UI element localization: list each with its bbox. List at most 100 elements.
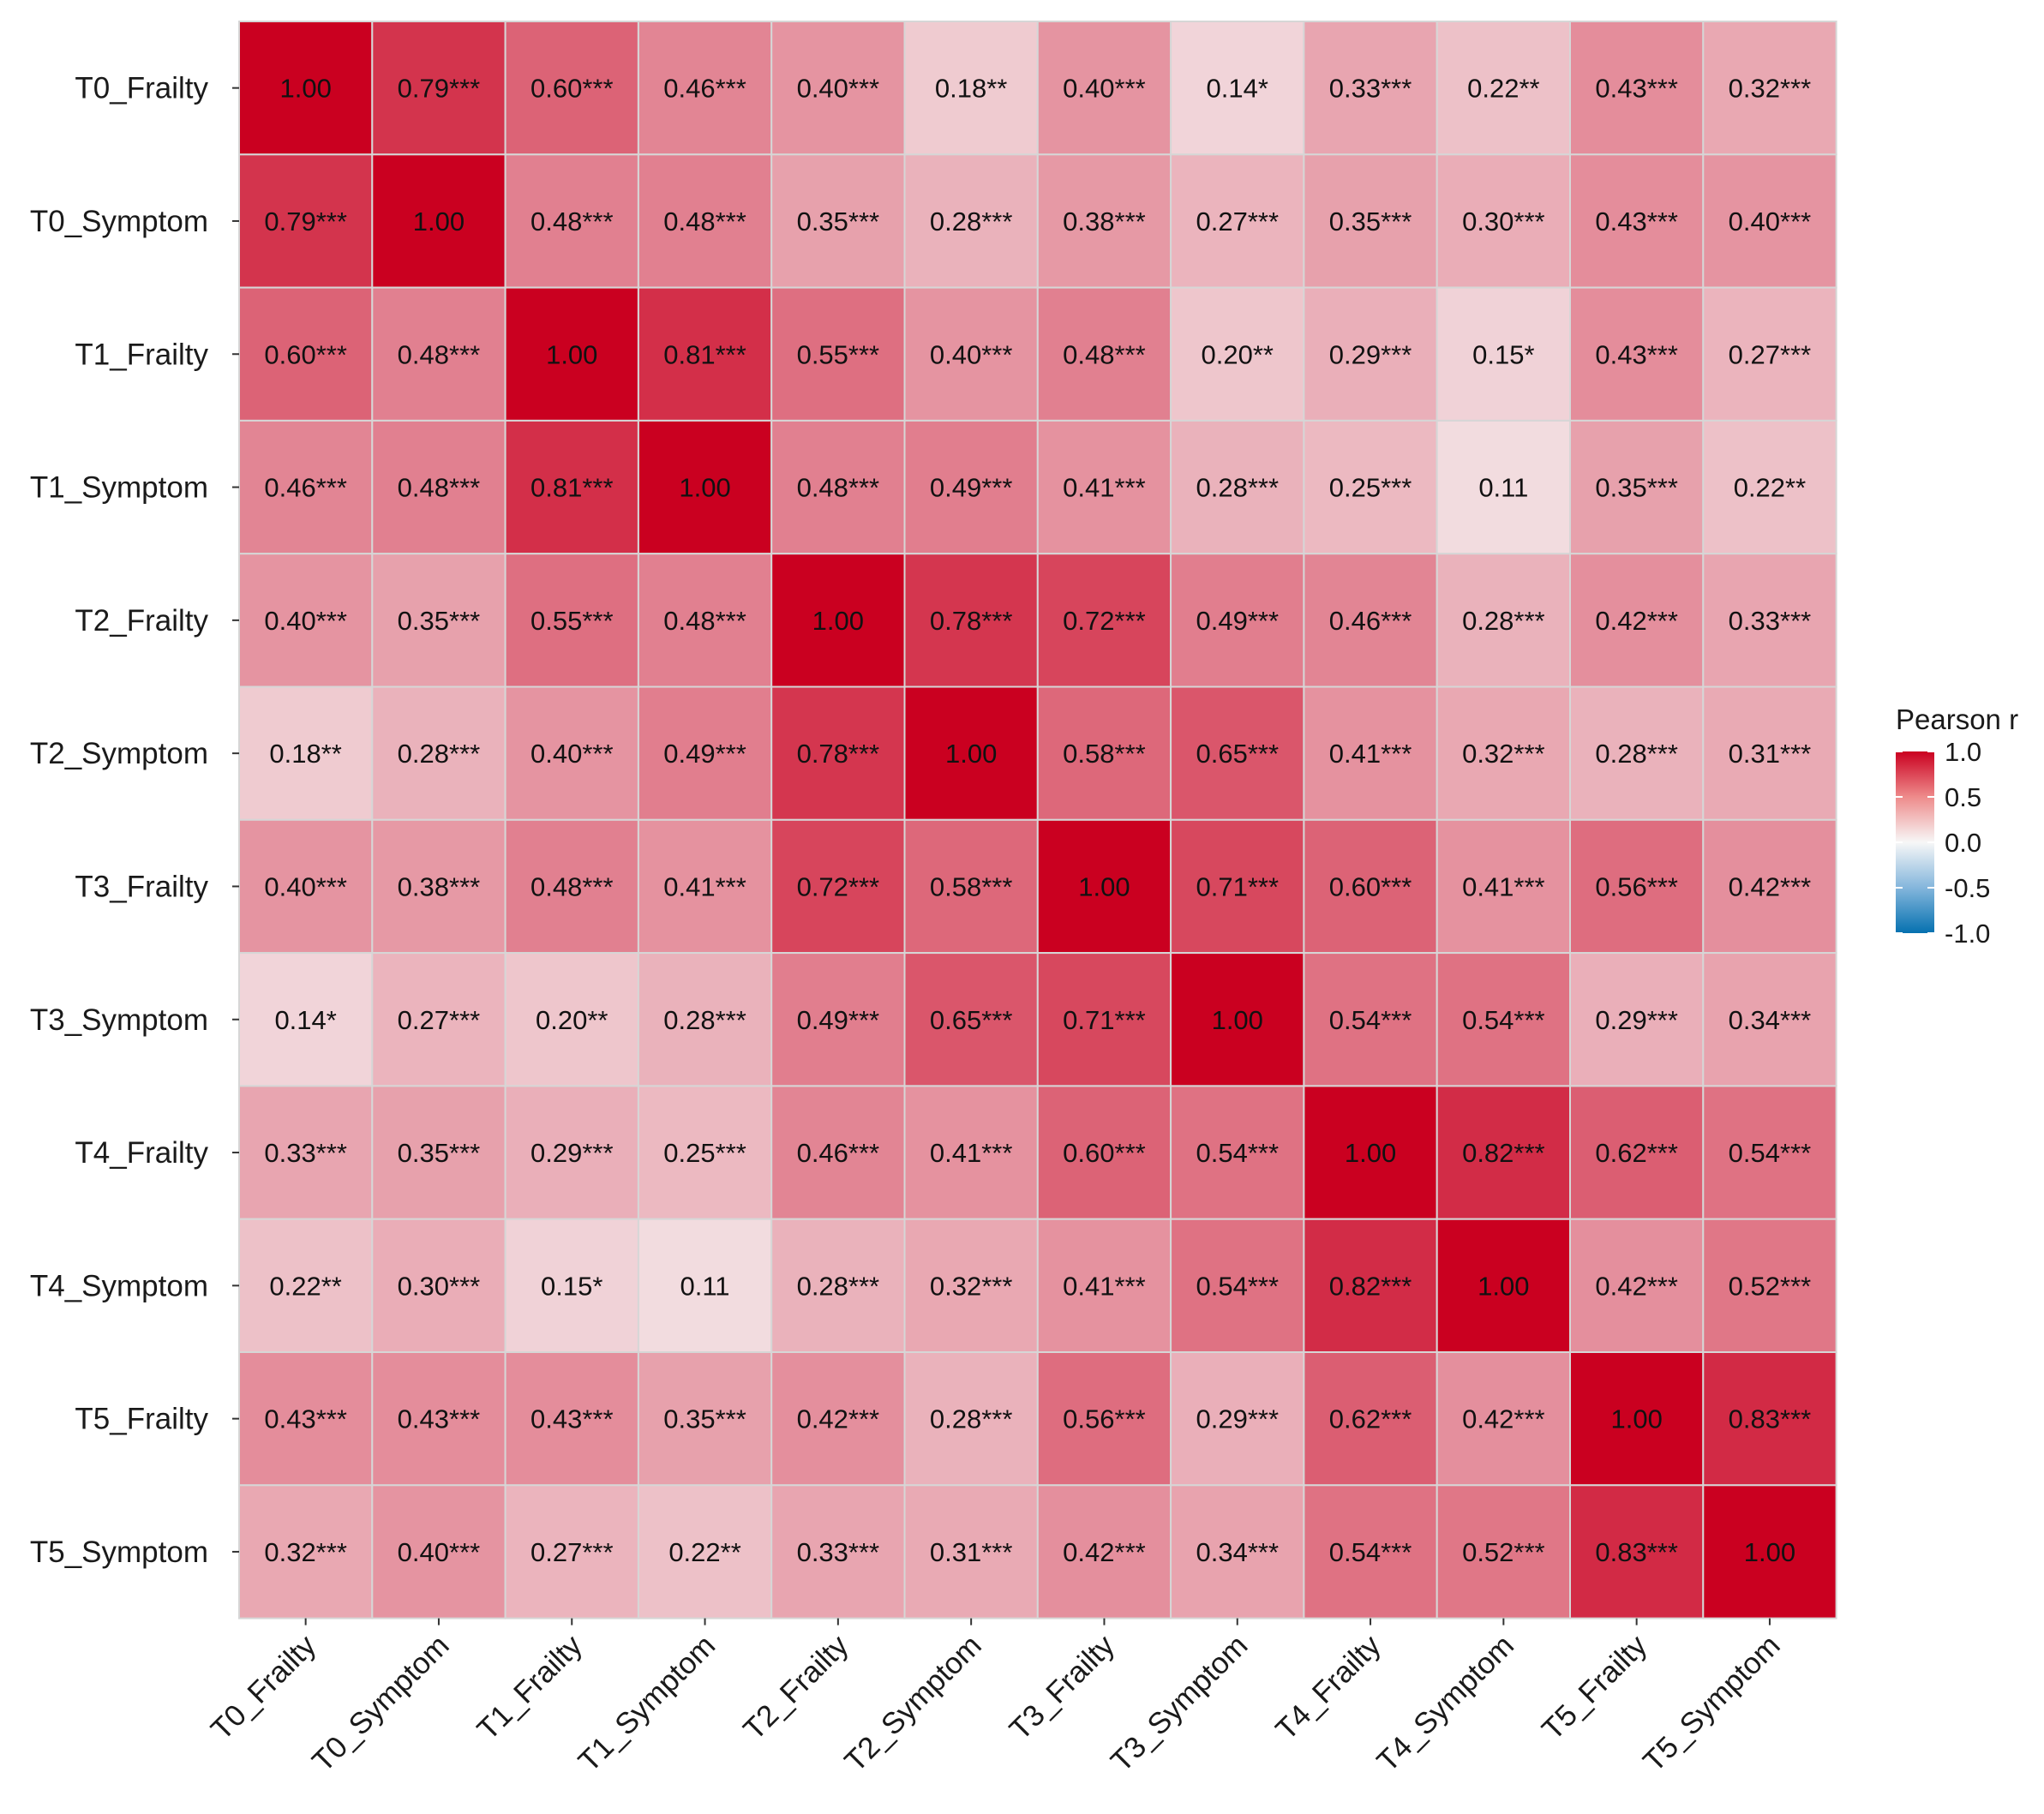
heatmap-cell	[1170, 1085, 1305, 1220]
cell-value-label: 1.00	[1478, 1271, 1529, 1301]
cell-value-label: 0.48***	[663, 606, 746, 636]
legend-tick-label: -0.5	[1945, 873, 1990, 903]
heatmap-cell	[504, 818, 639, 955]
cell-value-label: 0.56***	[1063, 1404, 1146, 1434]
x-tick-label: T4_Frailty	[1269, 1628, 1388, 1746]
heatmap-cell	[770, 1351, 906, 1487]
heatmap-cell	[1436, 419, 1571, 555]
cell-value-label: 0.41***	[663, 871, 746, 901]
x-tick-label: T2_Frailty	[737, 1628, 855, 1746]
heatmap-cell	[637, 153, 773, 289]
cell-value-label: 0.40***	[1063, 74, 1146, 104]
heatmap-cell	[770, 1218, 906, 1353]
heatmap-cell	[903, 1484, 1039, 1619]
heatmap-cell	[238, 286, 374, 422]
cell-value-label: 0.60***	[264, 339, 347, 369]
cell-value-label: 0.78***	[797, 739, 880, 769]
heatmap-cell	[504, 1085, 639, 1220]
cell-value-label: 0.22**	[1467, 74, 1539, 104]
heatmap-cell	[1569, 1218, 1705, 1353]
heatmap-cell	[903, 1351, 1039, 1487]
y-tick-label: T2_Symptom	[30, 737, 208, 770]
heatmap-cell	[903, 419, 1039, 555]
legend-tick-label: -1.0	[1945, 919, 1990, 949]
cell-value-label: 0.71***	[1063, 1005, 1146, 1035]
heatmap-cell	[903, 685, 1039, 821]
cell-value-label: 0.42***	[797, 1404, 880, 1434]
cell-value-label: 0.48***	[797, 473, 880, 503]
heatmap-cell	[770, 553, 906, 688]
y-tick-label: T3_Symptom	[30, 1003, 208, 1037]
heatmap-cell	[903, 1085, 1039, 1220]
cell-value-label: 0.27***	[398, 1005, 481, 1035]
cell-value-label: 0.40***	[530, 739, 614, 769]
heatmap-cell	[371, 21, 507, 156]
heatmap-cell	[1303, 1351, 1438, 1487]
heatmap-cell	[1569, 553, 1705, 688]
heatmap-cell	[1036, 553, 1172, 688]
heatmap-cell	[1303, 153, 1438, 289]
cell-value-label: 0.48***	[398, 339, 481, 369]
heatmap-cell	[238, 153, 374, 289]
heatmap-cell	[1702, 685, 1837, 821]
cell-value-label: 1.00	[546, 339, 597, 369]
cell-value-label: 1.00	[413, 207, 465, 236]
cell-value-label: 0.41***	[930, 1138, 1013, 1168]
heatmap-cell	[903, 153, 1039, 289]
cell-value-label: 0.25***	[663, 1138, 746, 1168]
x-tick-label: T1_Symptom	[572, 1629, 722, 1779]
heatmap-cell	[504, 286, 639, 422]
cell-value-label: 0.65***	[1196, 739, 1279, 769]
heatmap-cell	[637, 952, 773, 1087]
heatmap-cell	[371, 1085, 507, 1220]
cell-value-label: 0.60***	[1063, 1138, 1146, 1168]
heatmap-cell	[1036, 1085, 1172, 1220]
cell-value-label: 0.27***	[530, 1537, 614, 1567]
heatmap-cell	[1569, 1484, 1705, 1619]
cell-value-label: 0.32***	[1729, 74, 1812, 104]
cell-value-label: 0.22**	[269, 1271, 341, 1301]
cell-value-label: 0.30***	[398, 1271, 481, 1301]
heatmap-cell	[1702, 153, 1837, 289]
cell-value-label: 0.81***	[530, 473, 614, 503]
heatmap-cell	[238, 818, 374, 955]
heatmap-cell	[770, 21, 906, 156]
heatmap-cell	[770, 818, 906, 955]
y-tick-label: T1_Frailty	[75, 338, 208, 371]
heatmap-cell	[1436, 1484, 1571, 1619]
cell-value-label: 0.14*	[1207, 74, 1268, 104]
heatmap-cell	[504, 21, 639, 156]
cell-value-label: 0.11	[680, 1271, 730, 1301]
cell-value-label: 0.43***	[1595, 74, 1678, 104]
cell-value-label: 0.43***	[1595, 207, 1678, 236]
cell-value-label: 0.20**	[1202, 339, 1274, 369]
y-tick-label: T0_Frailty	[75, 72, 208, 105]
heatmap-cell	[504, 1218, 639, 1353]
cell-value-label: 0.49***	[930, 473, 1013, 503]
cell-value-label: 0.42***	[1462, 1404, 1545, 1434]
cell-value-label: 0.28***	[797, 1271, 880, 1301]
cell-value-label: 0.55***	[530, 606, 614, 636]
cell-value-label: 0.31***	[1729, 739, 1812, 769]
cell-value-label: 0.28***	[930, 207, 1013, 236]
cell-value-label: 0.48***	[398, 473, 481, 503]
cell-value-label: 0.42***	[1595, 1271, 1678, 1301]
heatmap-cell	[238, 553, 374, 688]
cell-value-label: 1.00	[1744, 1537, 1795, 1567]
heatmap-cell	[637, 818, 773, 955]
x-tick-label: T0_Frailty	[205, 1628, 323, 1746]
cell-value-label: 0.46***	[663, 74, 746, 104]
cell-value-label: 0.28***	[663, 1005, 746, 1035]
y-tick-label: T4_Symptom	[30, 1269, 208, 1302]
heatmap-cell	[903, 553, 1039, 688]
heatmap-cell	[637, 1351, 773, 1487]
heatmap-cell	[1170, 153, 1305, 289]
cell-value-label: 0.40***	[930, 339, 1013, 369]
cell-value-label: 0.34***	[1729, 1005, 1812, 1035]
legend-title: Pearson r	[1896, 703, 2018, 735]
heatmap-cell	[371, 1351, 507, 1487]
cell-value-label: 0.48***	[530, 207, 614, 236]
cell-value-label: 0.46***	[264, 473, 347, 503]
cell-value-label: 0.22**	[1734, 473, 1806, 503]
cell-value-label: 0.60***	[530, 74, 614, 104]
